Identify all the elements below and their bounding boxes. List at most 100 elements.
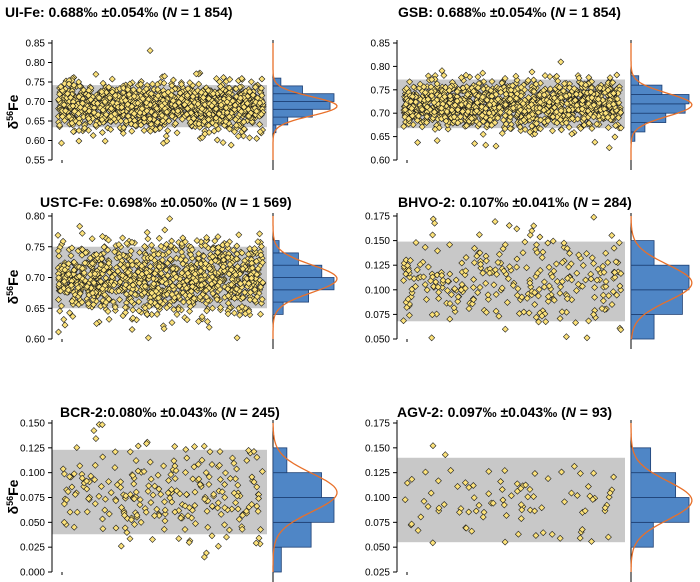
data-point [122,117,130,125]
data-point [232,121,240,129]
y-tick-label: 0.75 [26,78,46,89]
histogram-bar [272,101,331,110]
data-point [128,127,136,135]
ylabel-delta: δ [5,506,21,515]
title-tail: = 284) [588,194,632,210]
y-tick-label: 0.150 [365,443,390,454]
data-point [105,315,113,323]
y-axis-label: δ56Fe [5,479,21,514]
data-point [191,443,198,451]
data-point [57,83,65,91]
ylabel-delta: δ [5,296,21,305]
data-point [169,76,177,84]
title-tail: = 1 569) [236,194,292,210]
data-point [61,321,69,329]
data-point [605,144,613,152]
data-point [195,80,203,88]
data-point [414,139,422,146]
data-point [217,83,224,90]
y-tick-label: 0.100 [365,285,390,296]
panel-1: UI-Fe: 0.688‰ ±0.054‰ (N = 1 854) 0.55 0.6… [5,4,338,170]
data-point [247,78,255,86]
data-point [152,125,160,133]
data-point [165,117,173,125]
data-point [76,222,84,230]
ylabel-sup: 56 [5,111,15,121]
data-point [192,70,200,78]
data-point [102,111,110,119]
title-lead: AGV-2: 0.097‰ ±0.043‰ ( [397,404,566,420]
data-point [213,136,221,144]
data-point [590,213,598,221]
panel-4: BHVO-2: 0.107‰ ±0.041‰ (N = 284) 0.050 0.0… [365,194,693,349]
y-tick-label: 0.025 [20,543,45,554]
ylabel-sup: 56 [5,286,15,296]
data-point [471,140,479,147]
data-point [474,73,482,81]
data-point [99,79,107,87]
data-point [205,121,213,129]
data-point [505,222,513,229]
data-point [583,334,591,342]
y-tick-label: 0.75 [371,85,391,96]
y-tick-label: 0.125 [20,443,45,454]
data-point [54,231,62,239]
y-tick-label: 0.175 [365,419,390,430]
data-point [98,129,106,136]
y-axis-label: δ56Fe [5,269,21,304]
data-point [492,142,500,150]
data-point [137,80,145,88]
data-point [613,71,621,79]
histogram-bar [630,103,686,114]
data-point [147,90,155,98]
data-point [119,234,127,242]
y-tick-label: 0.55 [26,156,46,167]
panel-5: BCR-2:0.080‰ ±0.043‰ (N = 245) 0.000 0.025… [20,404,338,582]
title-tail: = 93) [576,404,612,420]
title-lead: BHVO-2: 0.107‰ ±0.041‰ ( [398,194,578,210]
data-point [429,231,437,239]
data-point [65,80,73,88]
data-point [222,118,230,125]
y-tick-label: 0.050 [20,518,45,529]
y-tick-label: 0.70 [26,97,46,108]
y-tick-label: 0.075 [365,518,390,529]
histogram-bar [630,240,655,266]
title-lead: BCR-2:0.080‰ ±0.043‰ ( [60,404,226,420]
data-point [428,334,436,342]
data-point [205,323,213,331]
data-point [441,451,449,459]
data-point [144,334,152,342]
y-tick-label: 0.050 [365,335,390,346]
data-point [111,92,119,100]
histogram-bar [272,472,322,498]
ylabel-delta: δ [5,121,21,130]
scatter-series [55,47,267,149]
data-point [251,83,259,91]
panel-3: USTC-Fe: 0.698‰ ±0.050‰ (N = 1 569) 0.60 0… [26,194,338,349]
data-point [258,75,266,83]
y-tick-label: 0.050 [365,543,390,554]
data-point [233,334,241,342]
y-tick-label: 0.150 [20,419,45,430]
data-point [482,141,490,149]
panel-title: USTC-Fe: 0.698‰ ±0.050‰ (N = 1 569) [40,194,292,210]
y-tick-label: 0.80 [26,212,46,223]
ylabel-element: Fe [5,94,21,111]
data-point [608,231,616,239]
y-tick-label: 0.70 [371,109,391,120]
data-point [201,130,209,138]
title-lead: UI-Fe: 0.688‰ ±0.054‰ ( [5,4,167,20]
data-point [128,326,136,333]
data-point [178,80,185,88]
data-point [186,79,194,87]
data-point [173,129,181,137]
data-point [557,58,565,66]
histogram-bar [630,289,683,315]
data-point [73,444,81,452]
y-axis-label: δ56Fe [5,94,21,129]
panel-title: GSB: 0.688‰ ±0.054‰ (N = 1 854) [398,4,621,20]
data-point [175,535,183,543]
data-point [611,133,619,141]
